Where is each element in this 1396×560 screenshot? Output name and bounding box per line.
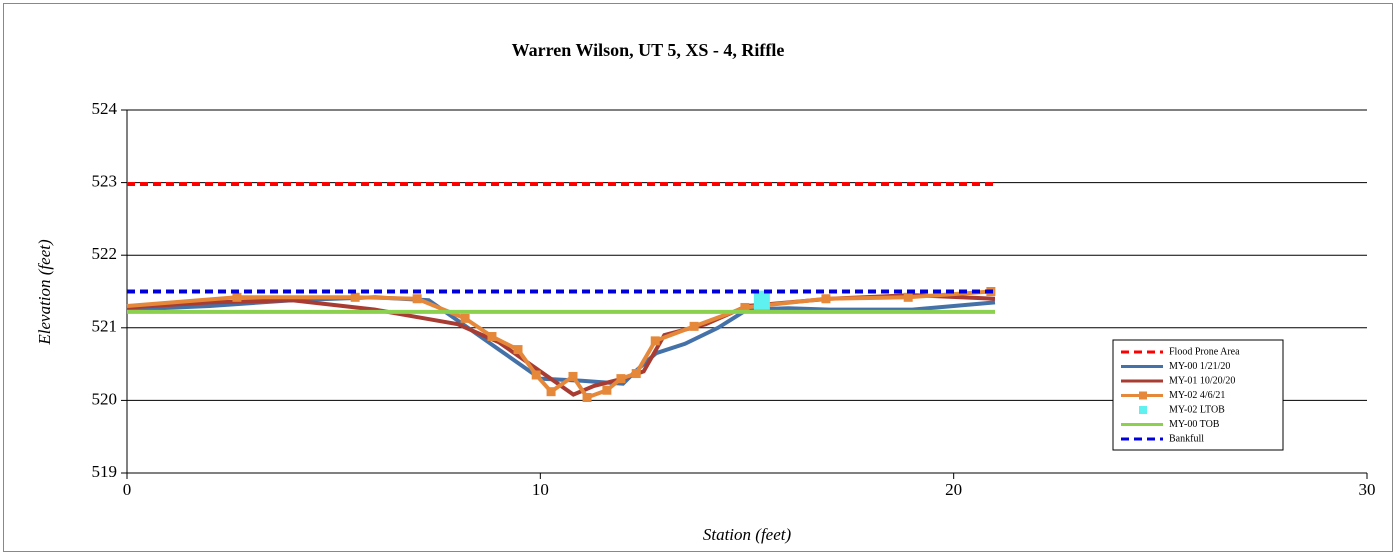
marker: [350, 292, 360, 302]
marker: [582, 392, 592, 402]
legend-label: Bankfull: [1169, 433, 1204, 444]
y-axis-label: Elevation (feet): [35, 239, 54, 346]
legend-label: MY-00 TOB: [1169, 419, 1220, 430]
chart-border: [3, 3, 1393, 552]
y-tick-label: 520: [92, 389, 118, 408]
x-tick-label: 20: [945, 480, 962, 499]
x-tick-label: 0: [123, 480, 132, 499]
marker: [412, 294, 422, 304]
marker: [531, 370, 541, 380]
marker: [232, 292, 242, 302]
x-tick-label: 10: [532, 480, 549, 499]
marker: [689, 321, 699, 331]
marker: [546, 387, 556, 397]
marker: [616, 374, 626, 384]
x-axis-label: Station (feet): [703, 525, 792, 544]
legend-label: Flood Prone Area: [1169, 346, 1240, 357]
marker: [513, 345, 523, 355]
legend-label: MY-01 10/20/20: [1169, 375, 1235, 386]
legend-label: MY-02 4/6/21: [1169, 390, 1225, 401]
y-tick-label: 522: [92, 244, 118, 263]
marker: [631, 369, 641, 379]
legend-label: MY-02 LTOB: [1169, 404, 1225, 415]
x-tick-label: 30: [1359, 480, 1376, 499]
y-tick-label: 521: [92, 317, 118, 336]
y-tick-label: 523: [92, 172, 118, 191]
y-tick-label: 524: [92, 99, 118, 118]
marker: [487, 332, 497, 342]
marker: [753, 290, 770, 310]
marker: [740, 302, 750, 312]
y-tick-label: 519: [92, 462, 118, 481]
marker: [602, 385, 612, 395]
legend-marker: [1139, 406, 1147, 414]
marker: [460, 313, 470, 323]
marker: [568, 371, 578, 381]
chart-title: Warren Wilson, UT 5, XS - 4, Riffle: [512, 40, 785, 60]
legend-marker: [1139, 391, 1147, 400]
marker: [903, 292, 913, 302]
legend-label: MY-00 1/21/20: [1169, 361, 1230, 372]
marker: [650, 336, 660, 346]
marker: [821, 294, 831, 304]
